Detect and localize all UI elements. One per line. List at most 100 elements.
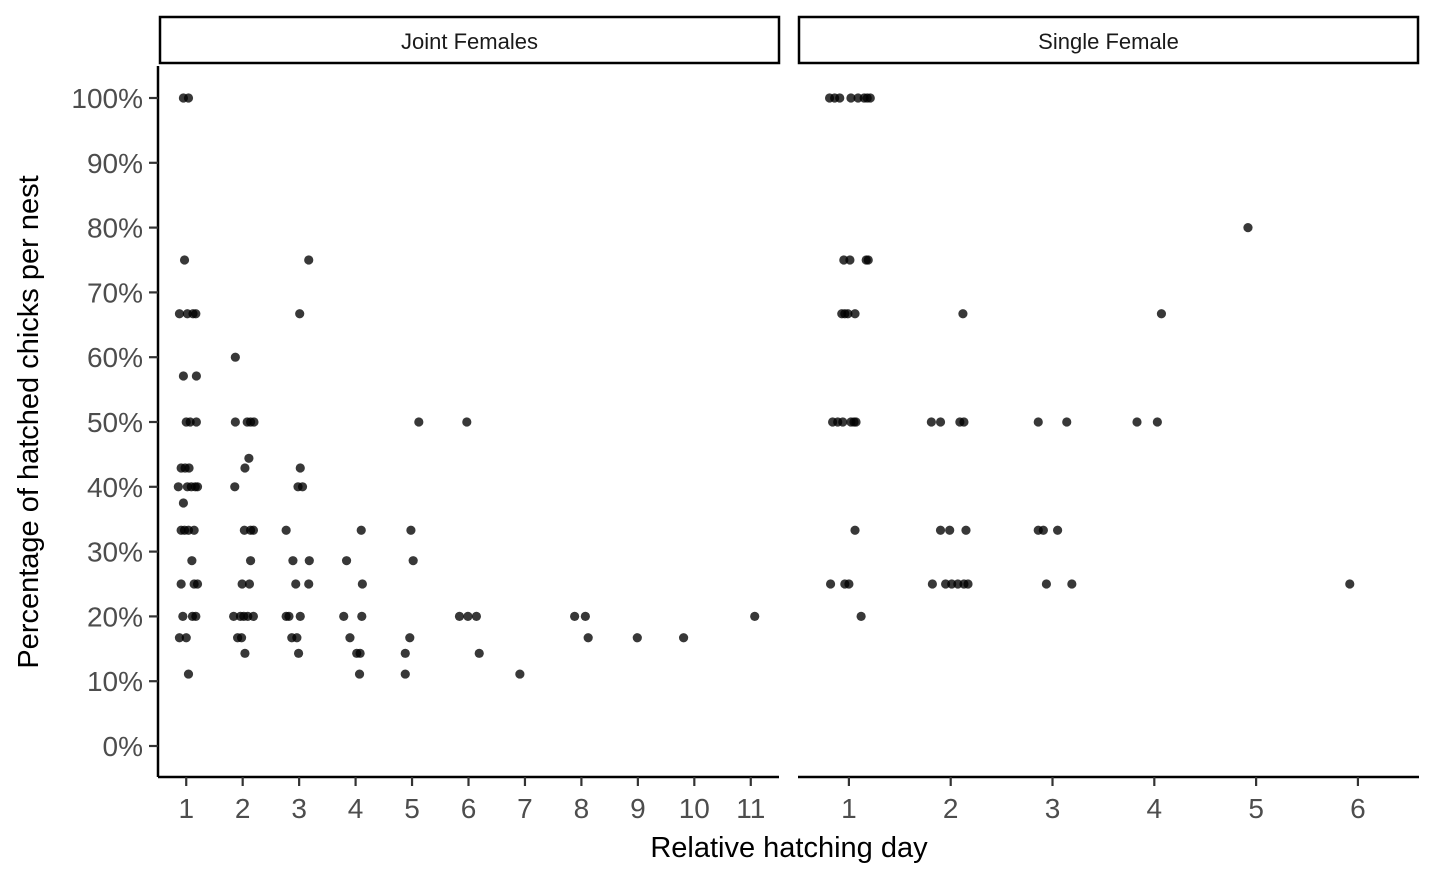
x-tick-label: 3 (291, 793, 307, 824)
y-tick-label: 90% (87, 148, 143, 179)
data-point (1132, 417, 1142, 427)
x-tick-label: 4 (348, 793, 364, 824)
data-point (850, 525, 860, 535)
data-point (354, 669, 365, 679)
data-point (230, 417, 240, 427)
data-point (580, 611, 590, 622)
data-point (240, 648, 250, 658)
data-point (304, 556, 314, 566)
data-point (345, 633, 355, 643)
data-point (191, 309, 201, 319)
data-point (181, 633, 191, 643)
data-point (189, 525, 199, 535)
data-point (339, 611, 349, 622)
data-point (1067, 579, 1077, 589)
y-tick-label: 60% (87, 342, 143, 373)
y-tick-label: 20% (87, 601, 143, 632)
y-tick-label: 40% (87, 472, 143, 503)
data-point (297, 482, 308, 492)
data-point (843, 309, 853, 319)
data-point (1052, 525, 1063, 535)
x-tick-label: 5 (404, 793, 420, 824)
data-point (284, 611, 294, 622)
data-point (863, 255, 873, 265)
data-point (304, 255, 314, 265)
points-joint-females (173, 93, 760, 679)
data-point (191, 611, 201, 622)
data-point (838, 417, 848, 427)
data-point (191, 371, 201, 381)
data-point (844, 579, 854, 589)
data-point (191, 417, 201, 427)
data-point (183, 669, 194, 679)
data-point (959, 417, 969, 427)
data-point (462, 417, 472, 427)
data-point (926, 417, 936, 427)
data-point (570, 611, 580, 622)
data-point (281, 525, 291, 535)
data-point (240, 463, 250, 473)
data-point (583, 633, 593, 643)
data-point (400, 669, 410, 679)
data-point (230, 482, 240, 492)
data-point (935, 417, 946, 427)
data-point (184, 463, 194, 473)
data-point (414, 417, 424, 427)
x-tick-label: 10 (679, 793, 710, 824)
data-point (244, 453, 254, 463)
y-axis-ticks: 0% 10% 20% 30% 40% 50% 60% 70% 80% 90% 100% (71, 83, 158, 762)
data-point (1033, 417, 1043, 427)
data-point (463, 611, 473, 622)
x-tick-label: 11 (736, 793, 765, 824)
data-point (249, 417, 259, 427)
data-point (963, 579, 973, 589)
data-point (851, 417, 861, 427)
data-point (295, 309, 305, 319)
data-point (958, 309, 968, 319)
data-point (291, 579, 301, 589)
x-tick-label: 3 (1045, 793, 1061, 824)
x-tick-label: 8 (574, 793, 590, 824)
data-point (178, 611, 188, 622)
data-point (229, 611, 239, 622)
data-point (192, 579, 203, 589)
y-tick-label: 100% (71, 83, 143, 114)
data-point (288, 556, 298, 566)
x-axis-title: Relative hatching day (650, 832, 928, 864)
x-tick-label: 9 (630, 793, 646, 824)
y-tick-label: 0% (103, 731, 143, 762)
data-point (244, 579, 255, 589)
y-axis-title: Percentage of hatched chicks per nest (13, 175, 45, 668)
data-point (1152, 417, 1162, 427)
data-point (192, 482, 203, 492)
x-tick-label: 2 (235, 793, 251, 824)
panel-joint-females: Joint Females 0%10%20%30%40%50%60%70%80%… (71, 15, 781, 824)
data-point (935, 525, 946, 535)
data-point (961, 525, 971, 535)
data-point (230, 352, 240, 362)
data-point (515, 669, 525, 679)
x-tick-label: 1 (178, 793, 194, 824)
data-point (1038, 525, 1048, 535)
data-point (178, 498, 189, 508)
data-point (865, 93, 875, 103)
data-point (405, 633, 415, 643)
data-point (293, 648, 304, 658)
data-point (846, 93, 856, 103)
data-point (248, 525, 259, 535)
data-point (1041, 579, 1051, 589)
data-point (341, 556, 352, 566)
data-point (471, 611, 482, 622)
x-tick-label: 5 (1248, 793, 1264, 824)
data-point (856, 611, 866, 622)
data-point (1345, 579, 1355, 589)
data-point (474, 648, 484, 658)
data-point (825, 579, 836, 589)
data-point (179, 255, 190, 265)
data-point (1243, 223, 1253, 233)
data-point (400, 648, 410, 658)
x-tick-label: 1 (841, 793, 857, 824)
data-point (1062, 417, 1072, 427)
data-point (835, 93, 845, 103)
